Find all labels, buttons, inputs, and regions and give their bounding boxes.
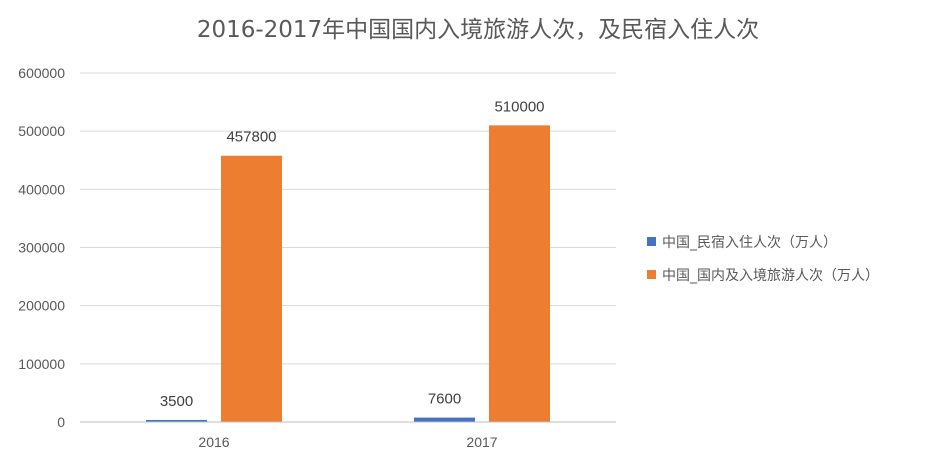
bar-2016-series-0 xyxy=(146,419,207,422)
y-axis: 0 100000 200000 300000 400000 500000 600000 xyxy=(18,65,65,430)
data-label: 457800 xyxy=(226,129,276,146)
chart-title: 2016-2017年中国国内入境旅游人次，及民宿入住人次 xyxy=(197,17,759,43)
legend: 中国_民宿入住人次（万人） 中国_国内及入境旅游人次（万人） xyxy=(647,234,879,284)
y-tick-label: 100000 xyxy=(18,356,65,372)
data-label: 7600 xyxy=(428,391,461,408)
bar-2017-series-0 xyxy=(414,417,475,422)
data-label: 3500 xyxy=(160,393,193,410)
y-tick-label: 600000 xyxy=(18,65,65,81)
data-labels: 3500 457800 7600 510000 xyxy=(160,98,545,410)
x-tick-label: 2016 xyxy=(198,434,229,450)
legend-swatch xyxy=(647,270,656,279)
x-axis: 2016 2017 xyxy=(80,421,616,450)
bars xyxy=(146,125,550,422)
bar-2016-series-1 xyxy=(221,155,282,422)
y-tick-label: 500000 xyxy=(18,123,65,139)
data-label: 510000 xyxy=(494,98,544,115)
legend-swatch xyxy=(647,237,656,246)
y-tick-label: 300000 xyxy=(18,240,65,256)
x-tick-label: 2017 xyxy=(466,434,497,450)
legend-label: 中国_国内及入境旅游人次（万人） xyxy=(662,268,879,284)
y-tick-label: 400000 xyxy=(18,181,65,197)
y-tick-label: 0 xyxy=(57,414,65,430)
y-tick-label: 200000 xyxy=(18,298,65,314)
legend-label: 中国_民宿入住人次（万人） xyxy=(662,234,837,251)
bar-2017-series-1 xyxy=(489,125,550,422)
